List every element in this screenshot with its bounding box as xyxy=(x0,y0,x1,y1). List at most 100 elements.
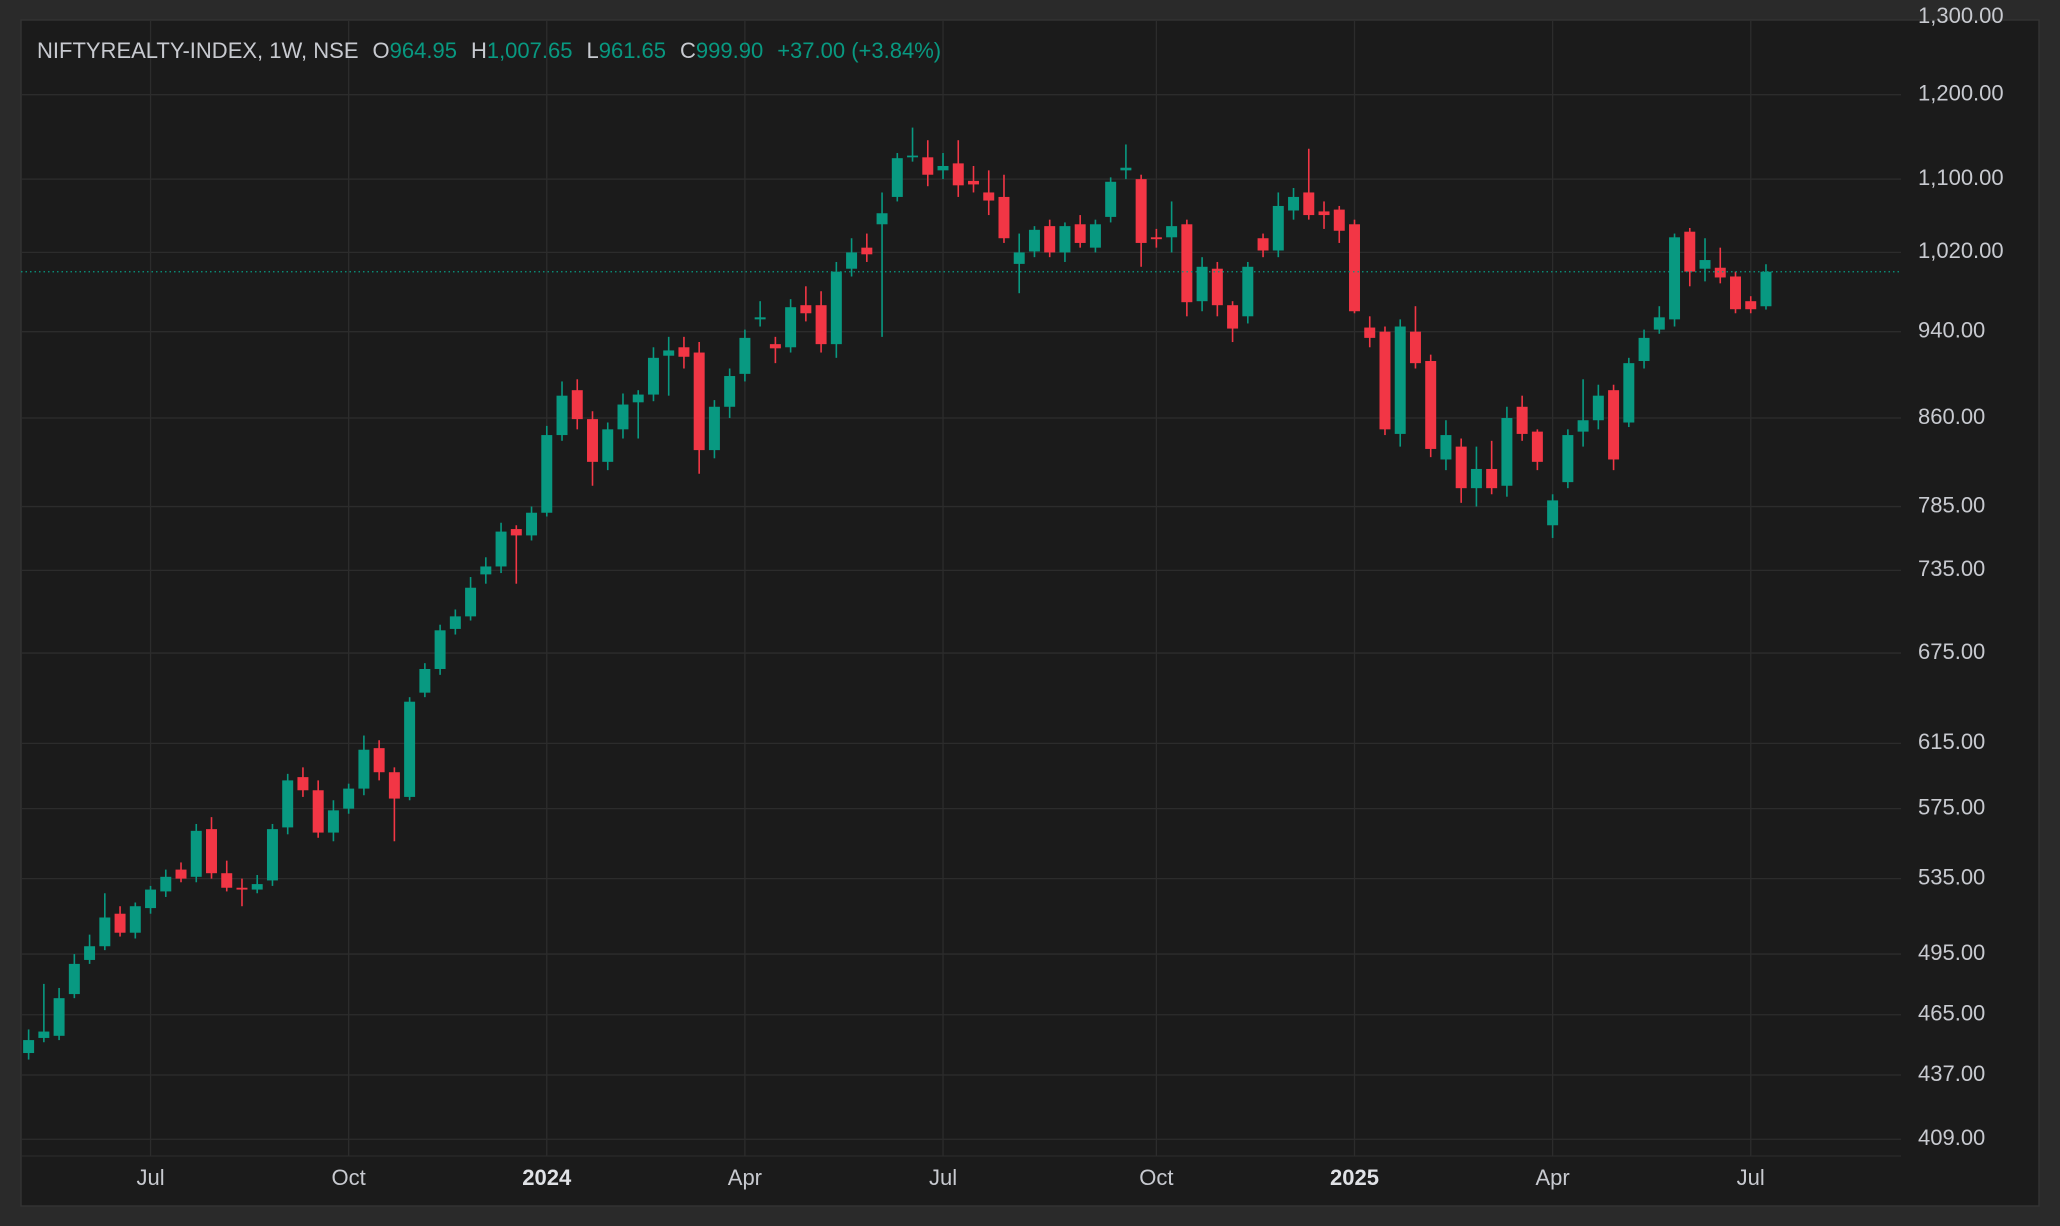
candle-body xyxy=(373,748,385,773)
candle-body xyxy=(1288,196,1300,211)
candle-body xyxy=(465,587,477,617)
candle-body xyxy=(1562,435,1574,483)
candle-body xyxy=(343,788,355,809)
y-tick-label: 615.00 xyxy=(1918,729,1985,754)
candle-body xyxy=(327,810,339,833)
candle-body xyxy=(1364,327,1376,338)
candle-body xyxy=(84,946,96,960)
symbol: NIFTYREALTY-INDEX, 1W, NSE xyxy=(37,38,359,63)
candle-body xyxy=(678,347,690,357)
candle-body xyxy=(1516,406,1528,434)
candle-body xyxy=(1501,417,1513,486)
candle-body xyxy=(68,963,80,995)
candle-body xyxy=(1028,229,1040,252)
candle-body xyxy=(1272,205,1284,251)
candle-body xyxy=(1577,420,1589,432)
x-tick-label: Jul xyxy=(929,1165,957,1190)
y-tick-label: 437.00 xyxy=(1918,1061,1985,1086)
candle-body xyxy=(617,404,629,430)
candle-body xyxy=(145,889,157,909)
low-value: 961.65 xyxy=(599,38,666,63)
y-tick-label: 940.00 xyxy=(1918,317,1985,342)
candle-body xyxy=(1181,224,1193,303)
candle-body xyxy=(754,317,766,320)
candle-body xyxy=(404,701,416,797)
candle-body xyxy=(99,917,111,947)
candle-body xyxy=(266,829,278,881)
candle-body xyxy=(1455,446,1467,489)
candle-body xyxy=(388,772,400,799)
candle-body xyxy=(526,512,538,536)
candle-body xyxy=(1318,211,1330,216)
high-value: 1,007.65 xyxy=(487,38,573,63)
x-tick-label: 2024 xyxy=(522,1165,572,1190)
y-tick-label: 675.00 xyxy=(1918,639,1985,664)
candle-body xyxy=(1059,226,1071,253)
y-tick-label: 785.00 xyxy=(1918,492,1985,517)
candle-body xyxy=(724,376,736,407)
candle-body xyxy=(1714,267,1726,278)
chart-panel xyxy=(20,19,2040,1207)
candle-body xyxy=(1592,395,1604,421)
candle-body xyxy=(663,350,675,356)
candle-body xyxy=(1531,431,1543,462)
candle-body xyxy=(495,531,507,567)
candle-body xyxy=(1638,337,1650,362)
candle-body xyxy=(1135,179,1147,243)
candle-body xyxy=(1486,468,1498,489)
candle-body xyxy=(587,419,598,462)
candle-body xyxy=(1242,266,1254,317)
legend-header: NIFTYREALTY-INDEX, 1W, NSE O964.95 H1,007.… xyxy=(37,38,941,63)
candle-body xyxy=(861,247,873,255)
candle-body xyxy=(739,337,751,374)
open-label: O xyxy=(373,38,390,63)
high-label: H xyxy=(471,38,487,63)
y-tick-label: 1,100.00 xyxy=(1918,165,2004,190)
x-tick-label: Apr xyxy=(728,1165,762,1190)
candle-body xyxy=(23,1040,35,1054)
x-tick-label: 2025 xyxy=(1330,1165,1379,1190)
candle-body xyxy=(160,876,172,892)
candle-body xyxy=(297,777,309,791)
y-tick-label: 1,300.00 xyxy=(1918,3,2004,28)
candle-body xyxy=(1166,226,1178,238)
x-tick-label: Oct xyxy=(1139,1165,1173,1190)
candle-body xyxy=(541,435,553,513)
candle-body xyxy=(876,213,888,225)
candle-body xyxy=(206,829,217,874)
candle-body xyxy=(38,1031,50,1038)
candle-body xyxy=(434,630,446,669)
candle-body xyxy=(1669,237,1681,320)
candle-body xyxy=(1105,181,1117,217)
candle-body xyxy=(571,390,583,420)
candle-body xyxy=(1074,224,1086,243)
candle-body xyxy=(1394,326,1406,434)
candle-body xyxy=(800,305,812,314)
candle-body xyxy=(510,529,522,536)
x-tick-label: Jul xyxy=(1737,1165,1765,1190)
y-tick-label: 535.00 xyxy=(1918,864,1985,889)
candle-body xyxy=(952,163,964,186)
candle-body xyxy=(358,749,370,789)
open-value: 964.95 xyxy=(390,38,457,63)
candle-body xyxy=(1333,209,1345,231)
candle-body xyxy=(846,252,858,269)
candle-body xyxy=(983,192,995,201)
y-tick-label: 1,200.00 xyxy=(1918,80,2004,105)
candle-body xyxy=(1440,435,1452,460)
candle-body xyxy=(1699,260,1711,269)
candle-body xyxy=(769,344,781,349)
candle-body xyxy=(1760,271,1772,307)
candle-body xyxy=(221,873,233,888)
candle-body xyxy=(556,395,568,436)
candle-body xyxy=(1211,268,1223,306)
y-tick-label: 409.00 xyxy=(1918,1125,1985,1150)
candle-body xyxy=(998,196,1010,239)
candle-body xyxy=(1227,305,1239,329)
candle-body xyxy=(708,406,720,451)
candle-body xyxy=(1150,237,1162,240)
low-label: L xyxy=(586,38,598,63)
candle-body xyxy=(1608,390,1620,460)
